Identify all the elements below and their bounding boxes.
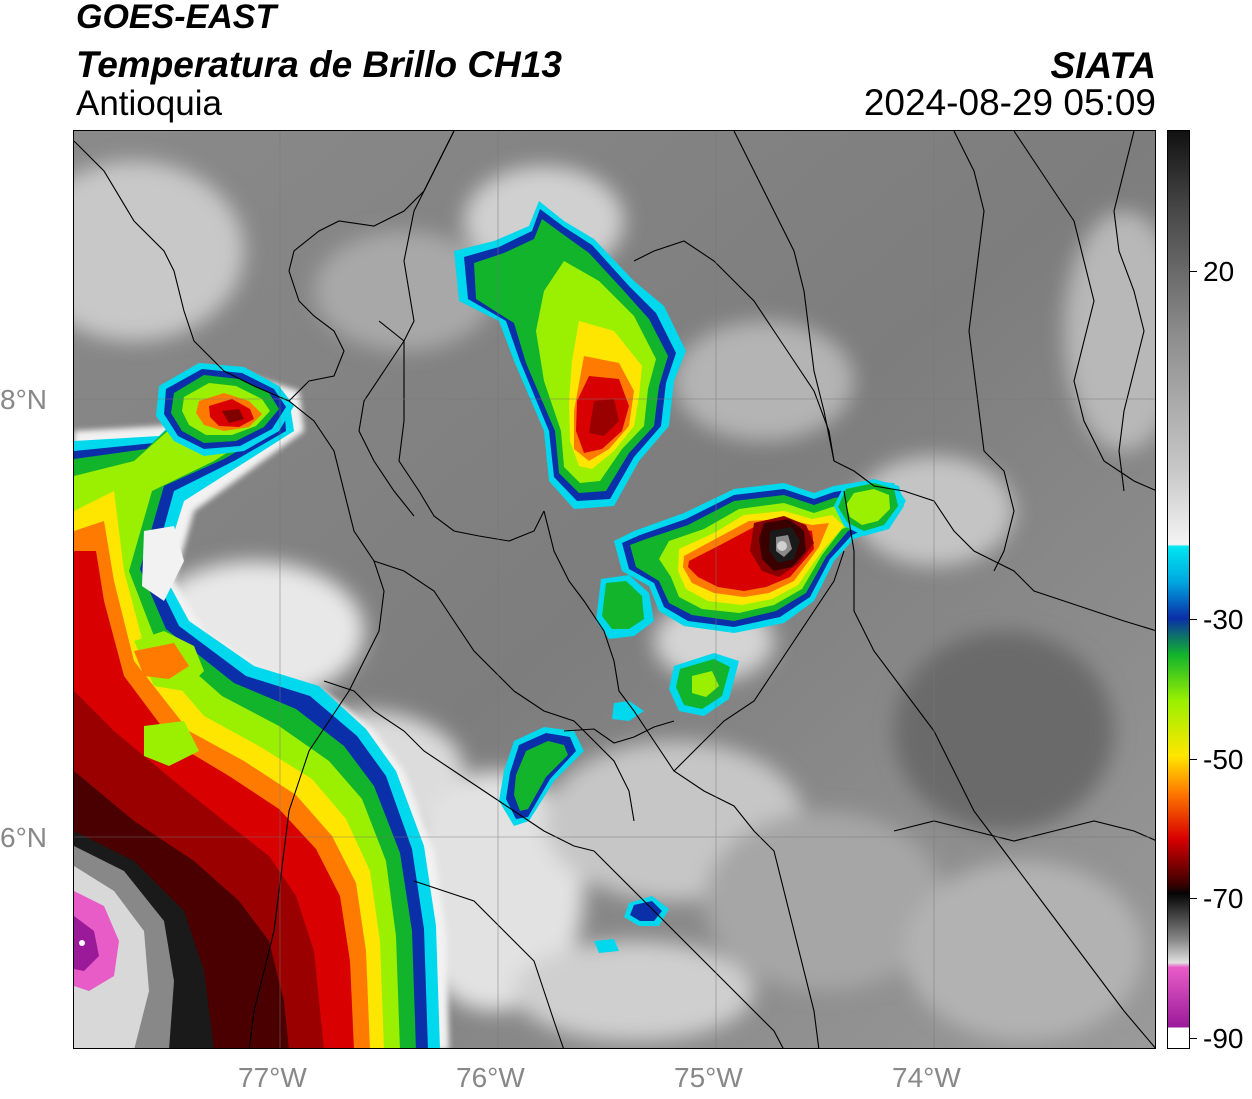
- image-datetime: 2024-08-29 05:09: [863, 82, 1156, 123]
- lon-tick-label: 77°W: [238, 1062, 307, 1093]
- map-canvas: [74, 131, 1155, 1048]
- lon-tick-label: 76°W: [456, 1062, 525, 1093]
- lat-tick-label: 6°N: [0, 822, 47, 853]
- organization-name: SIATA: [1050, 45, 1156, 86]
- cloud-texture: [74, 161, 1155, 1041]
- colorbar: [1167, 130, 1190, 1049]
- uraba-storm: [156, 363, 294, 456]
- colorbar-label: -90: [1203, 1023, 1244, 1054]
- central-storm: [614, 481, 906, 633]
- colorbar-label: -70: [1203, 883, 1244, 914]
- lon-tick-label: 75°W: [674, 1062, 743, 1093]
- colorbar-tick: [1190, 619, 1197, 620]
- colorbar-tick: [1190, 1038, 1197, 1039]
- pacific-storm-system: [74, 371, 449, 1048]
- small-storm-cells: [499, 479, 904, 953]
- graticule: [74, 131, 1155, 1048]
- lat-tick-label: 8°N: [0, 384, 47, 415]
- satellite-map[interactable]: [73, 130, 1156, 1049]
- colorbar-label: 20: [1203, 256, 1235, 287]
- satellite-name: GOES-EAST: [76, 0, 277, 36]
- colorbar-label: -50: [1203, 744, 1244, 775]
- northern-storm: [454, 201, 686, 509]
- colorbar-label: -30: [1203, 604, 1244, 635]
- region-name: Antioquia: [76, 84, 222, 123]
- boundaries: [74, 131, 1155, 1048]
- colorbar-tick: [1190, 898, 1197, 899]
- product-title: Temperatura de Brillo CH13: [76, 44, 562, 85]
- colorbar-tick: [1190, 271, 1197, 272]
- colorbar-tick: [1190, 759, 1197, 760]
- lon-tick-label: 74°W: [892, 1062, 961, 1093]
- colorbar-gradient: [1168, 131, 1189, 1048]
